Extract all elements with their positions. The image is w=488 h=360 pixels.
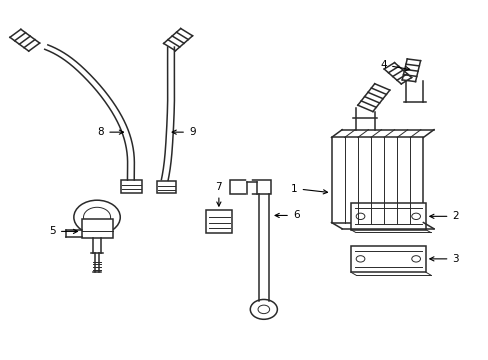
Circle shape: [258, 305, 269, 314]
Text: 7: 7: [215, 183, 222, 206]
Text: 1: 1: [290, 184, 327, 194]
Text: 2: 2: [429, 211, 458, 221]
Circle shape: [74, 200, 120, 234]
Text: 4: 4: [380, 60, 409, 71]
Text: 6: 6: [275, 211, 299, 220]
FancyBboxPatch shape: [81, 219, 113, 238]
FancyBboxPatch shape: [331, 138, 423, 222]
FancyBboxPatch shape: [205, 210, 232, 233]
Text: 8: 8: [98, 127, 123, 137]
FancyBboxPatch shape: [350, 246, 425, 272]
FancyBboxPatch shape: [157, 181, 176, 193]
Circle shape: [83, 207, 110, 227]
Text: 9: 9: [172, 127, 195, 137]
FancyBboxPatch shape: [350, 203, 425, 230]
Circle shape: [411, 256, 420, 262]
Circle shape: [250, 300, 277, 319]
FancyBboxPatch shape: [229, 180, 270, 194]
Circle shape: [355, 213, 364, 220]
Circle shape: [411, 213, 420, 220]
FancyBboxPatch shape: [121, 180, 141, 193]
Circle shape: [355, 256, 364, 262]
Text: 5: 5: [49, 226, 78, 237]
Text: 3: 3: [429, 254, 458, 264]
